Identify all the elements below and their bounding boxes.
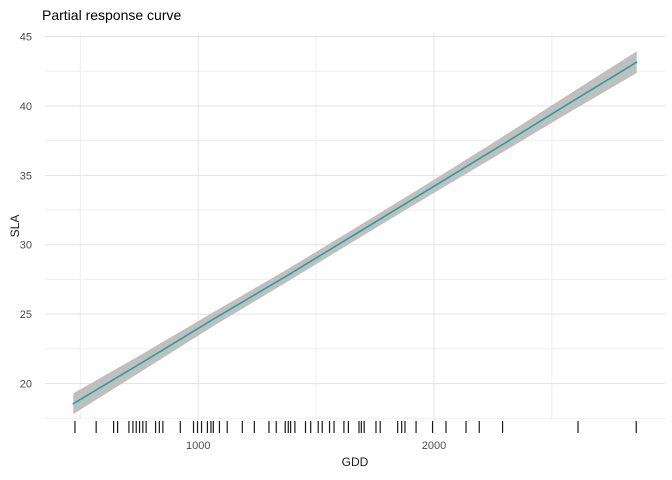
- y-tick-label: 20: [20, 379, 32, 391]
- y-tick-label: 30: [20, 240, 32, 252]
- y-tick-label: 35: [20, 170, 32, 182]
- confidence-ribbon: [73, 51, 637, 415]
- y-tick-label: 45: [20, 31, 32, 43]
- y-tick-label: 40: [20, 101, 32, 113]
- x-tick-label: 2000: [422, 440, 446, 452]
- response-line: [72, 61, 638, 405]
- x-tick-label: 1000: [186, 440, 210, 452]
- y-axis-title: SLA: [8, 214, 22, 238]
- x-axis-title: GDD: [341, 455, 369, 469]
- y-tick-label: 25: [20, 309, 32, 321]
- plot-title: Partial response curve: [42, 7, 182, 23]
